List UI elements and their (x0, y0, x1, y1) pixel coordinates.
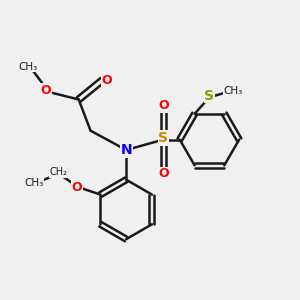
Text: S: S (158, 131, 168, 145)
Text: CH₃: CH₃ (224, 86, 243, 96)
Text: O: O (158, 99, 169, 112)
Text: S: S (204, 89, 214, 103)
Text: O: O (158, 167, 169, 180)
Text: O: O (71, 181, 82, 194)
Text: N: N (120, 143, 132, 157)
Text: O: O (41, 84, 51, 97)
Text: CH₃: CH₃ (24, 178, 43, 188)
Text: CH₂: CH₂ (50, 167, 68, 177)
Text: CH₃: CH₃ (19, 62, 38, 72)
Text: O: O (102, 74, 112, 87)
